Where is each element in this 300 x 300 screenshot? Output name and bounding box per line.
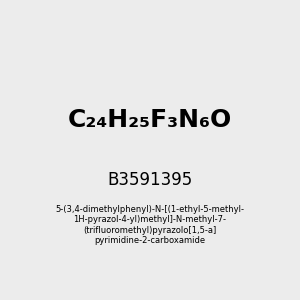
Text: 5-(3,4-dimethylphenyl)-N-[(1-ethyl-5-methyl-
1H-pyrazol-4-yl)methyl]-N-methyl-7-: 5-(3,4-dimethylphenyl)-N-[(1-ethyl-5-met… <box>56 205 244 245</box>
Text: C₂₄H₂₅F₃N₆O: C₂₄H₂₅F₃N₆O <box>68 108 232 132</box>
Text: B3591395: B3591395 <box>107 171 193 189</box>
